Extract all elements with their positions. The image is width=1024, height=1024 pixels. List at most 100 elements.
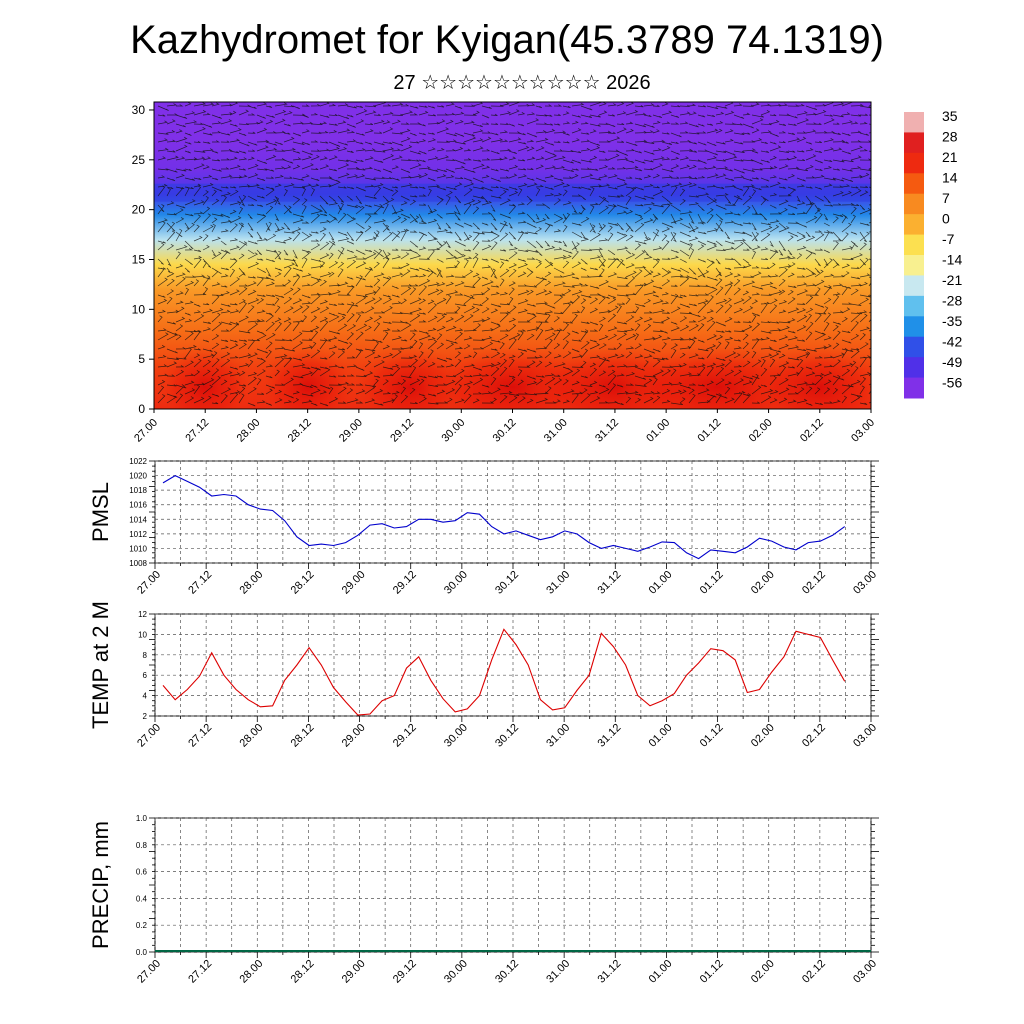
wind-arrow <box>220 379 228 386</box>
wind-arrow <box>292 231 301 242</box>
wind-arrow <box>562 399 570 404</box>
wind-vectors <box>157 102 871 407</box>
wind-arrow <box>391 132 403 135</box>
wind-arrow <box>688 150 698 153</box>
wind-arrow <box>319 357 328 360</box>
wind-arrow <box>850 333 860 341</box>
wind-arrow <box>211 393 220 397</box>
wind-arrow <box>229 372 241 377</box>
wind-arrow <box>760 301 771 305</box>
wind-arrow <box>346 150 354 153</box>
wind-arrow <box>346 342 353 350</box>
wind-arrow <box>454 182 463 188</box>
wind-arrow <box>454 141 466 145</box>
wind-arrow <box>571 282 584 287</box>
wind-arrow <box>742 185 750 197</box>
wind-arrow <box>292 382 304 386</box>
wind-arrow <box>292 157 302 161</box>
wind-arrow <box>580 237 590 242</box>
wind-arrow <box>292 132 302 137</box>
temp-x-tick-label: 30.00 <box>442 722 470 750</box>
wind-arrow <box>706 287 718 296</box>
wind-arrow <box>796 201 806 206</box>
wind-arrow <box>499 111 512 116</box>
pmsl-x-tick-labels: 27.00 27.12 28.00 28.12 29.00 29.12 30.00 30.12… <box>135 569 879 597</box>
wind-arrow <box>580 375 588 379</box>
wind-arrow <box>742 168 755 173</box>
wind-arrow <box>247 289 257 296</box>
wind-arrow <box>328 364 339 368</box>
colorbar-swatch <box>904 255 924 276</box>
wind-arrow <box>481 391 492 395</box>
wind-arrow <box>535 397 549 404</box>
wind-arrow <box>787 399 797 404</box>
wind-arrow <box>283 176 293 179</box>
wind-arrow <box>310 213 320 224</box>
wind-arrow <box>391 102 404 107</box>
wind-arrow <box>481 355 490 359</box>
wind-arrow <box>670 217 684 224</box>
wind-arrow <box>274 166 286 170</box>
wind-arrow <box>805 141 813 145</box>
wind-arrow <box>661 301 670 305</box>
wind-arrow <box>445 222 451 229</box>
wind-arrow <box>355 349 362 359</box>
wind-arrow <box>211 130 222 134</box>
wind-arrow <box>634 393 642 396</box>
wind-arrow <box>418 298 426 305</box>
wind-arrow <box>193 156 206 161</box>
wind-arrow <box>859 105 871 109</box>
wind-arrow <box>373 248 383 260</box>
wind-arrow <box>724 359 732 368</box>
wind-arrow <box>481 158 491 161</box>
wind-arrow <box>373 131 383 134</box>
wind-arrow <box>373 249 384 258</box>
colorbar-label: -7 <box>942 231 955 247</box>
wind-arrow <box>211 342 220 350</box>
wind-arrow <box>256 159 268 165</box>
wind-arrow <box>418 123 426 127</box>
wind-arrow <box>796 398 808 404</box>
wind-arrow <box>733 186 744 191</box>
wind-arrow <box>670 389 682 395</box>
wind-arrow <box>175 231 183 238</box>
wind-arrow <box>643 375 656 378</box>
wind-arrow <box>418 159 426 163</box>
wind-arrow <box>697 240 707 246</box>
wind-arrow <box>193 177 202 181</box>
wind-arrow <box>238 206 243 215</box>
wind-arrow <box>823 165 832 170</box>
wind-arrow <box>625 141 638 147</box>
wind-arrow <box>346 303 359 307</box>
wind-arrow <box>616 402 624 406</box>
wind-arrow <box>409 230 418 233</box>
wind-arrow <box>211 186 223 192</box>
wind-arrow <box>436 228 449 233</box>
wind-arrow <box>481 280 494 287</box>
wind-arrow <box>670 249 679 254</box>
wind-arrow <box>805 147 814 152</box>
wind-arrow <box>823 230 830 242</box>
wind-arrow <box>589 224 596 233</box>
wind-arrow <box>247 203 255 206</box>
wind-arrow <box>553 378 563 386</box>
wind-arrow <box>310 239 320 242</box>
wind-arrow <box>256 294 266 297</box>
wind-arrow <box>517 168 527 171</box>
wind-arrow <box>589 222 597 234</box>
wind-arrow <box>274 346 286 350</box>
wind-arrow <box>193 370 201 377</box>
wind-arrow <box>859 222 870 226</box>
wind-arrow <box>589 186 595 197</box>
wind-arrow <box>319 367 331 377</box>
wind-arrow <box>760 358 766 368</box>
wind-arrow <box>778 377 789 386</box>
wind-arrow <box>166 230 176 242</box>
wind-arrow <box>544 223 551 233</box>
wind-arrow <box>337 281 349 287</box>
wind-arrow <box>355 148 366 152</box>
wind-arrow <box>553 216 564 224</box>
wind-arrow <box>796 302 806 305</box>
wind-arrow <box>616 342 622 350</box>
